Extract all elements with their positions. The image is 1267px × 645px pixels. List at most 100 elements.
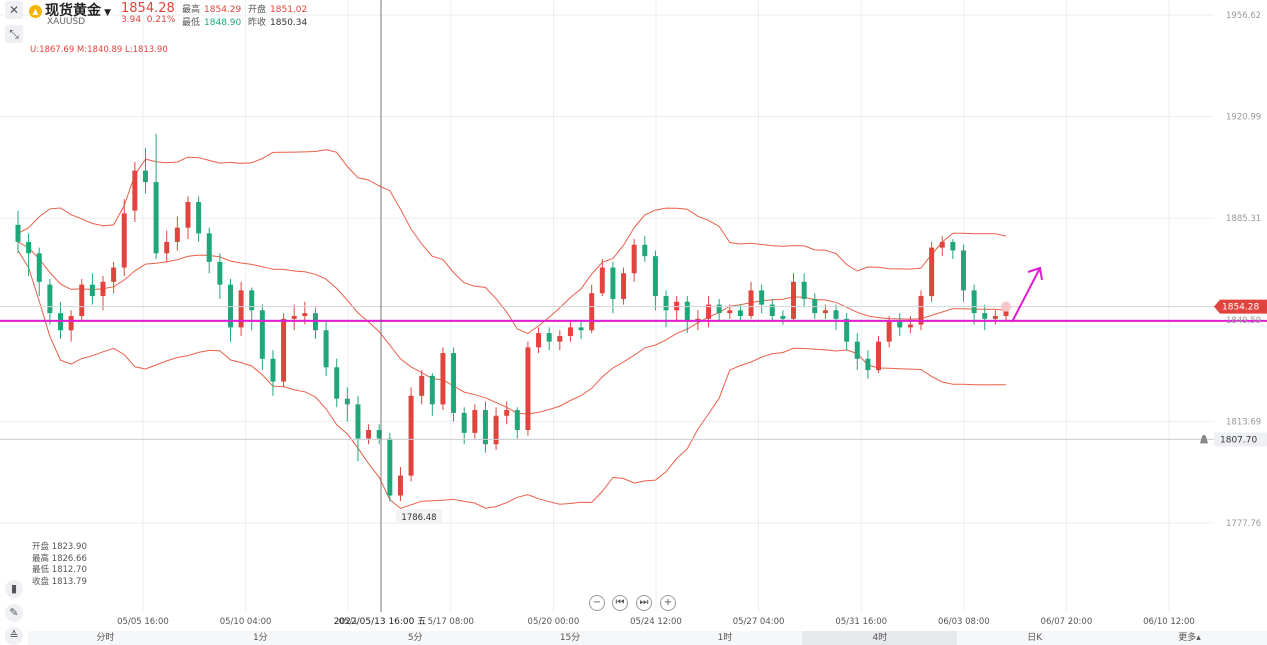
close-icon[interactable]: ✕ — [5, 1, 23, 19]
trend-arrow — [1011, 267, 1041, 323]
candle-body — [302, 313, 308, 317]
candle-body — [206, 233, 212, 262]
tab-more[interactable]: 更多▴ — [1178, 633, 1201, 643]
candle-body — [89, 284, 95, 297]
instrument-title[interactable]: ▲ 现货黄金 ▼ — [29, 0, 111, 20]
candle-body — [366, 430, 372, 439]
chevron-down-icon[interactable]: ▼ — [101, 8, 112, 18]
candle-body — [334, 367, 340, 399]
candle-body — [599, 267, 605, 294]
trend-arrow-head — [1027, 266, 1043, 281]
candle-body — [812, 298, 818, 314]
draw-pen-icon[interactable]: ✎ — [5, 604, 23, 622]
x-tick-label: 5/17 08:00 — [428, 617, 474, 627]
crosshair-open: 开盘 1823.90 — [32, 542, 87, 552]
collapse-icon[interactable]: ⤡ — [5, 25, 23, 43]
price-tag-label: 1854.28 — [1222, 303, 1259, 313]
instrument-header: ✕ ⤡ ▲ 现货黄金 ▼ XAUUSD 1854.28 3.94 0.21% 最高… — [0, 0, 600, 60]
candle-body — [737, 310, 743, 317]
scroll-right-icon[interactable]: ⏭ — [636, 595, 652, 611]
candle-body — [631, 244, 637, 274]
candle-body — [259, 310, 265, 359]
candle-body — [950, 241, 956, 251]
scroll-left-icon[interactable]: ⏮ — [612, 595, 628, 611]
tab-timeframe[interactable]: 分时 — [96, 633, 115, 643]
candle-body — [865, 358, 871, 371]
candle-body — [142, 170, 148, 183]
price-change: 3.94 0.21% — [121, 15, 175, 25]
candle-body — [249, 290, 255, 311]
stat-low: 最低 1848.90 — [182, 18, 242, 28]
candle-body — [153, 182, 159, 254]
candle-body — [992, 316, 998, 319]
candle-body — [376, 430, 382, 439]
candle-body — [482, 410, 488, 445]
candle-body — [791, 281, 797, 319]
tab-timeframe-active[interactable]: 4时 — [802, 631, 958, 645]
candle-body — [174, 227, 180, 242]
y-tick-label: 1777.76 — [1226, 519, 1261, 529]
low-marker-bg — [396, 509, 442, 524]
candle-body — [833, 310, 839, 319]
candle-body — [26, 241, 32, 254]
tab-timeframe[interactable]: 1分 — [252, 633, 268, 643]
candle-body — [971, 290, 977, 314]
band-middle — [17, 241, 1007, 415]
candle-body — [621, 273, 627, 299]
alert-tag-label: 1807.70 — [1220, 435, 1257, 445]
candle-body — [408, 395, 414, 476]
y-tick-label: 1885.31 — [1226, 214, 1261, 224]
candle-body — [355, 404, 361, 439]
candle-body — [36, 253, 42, 282]
tab-timeframe[interactable]: 15分 — [559, 633, 581, 643]
candles — [15, 133, 1009, 502]
low-marker: 1786.48 — [401, 513, 436, 523]
candle-body — [419, 375, 425, 396]
x-tick-label: 05/24 12:00 — [630, 617, 682, 627]
chart-overlay: 2022/05/13 16:00 五 1786.48 1854.28 1807.70 — [0, 0, 1267, 628]
candle-body — [1003, 307, 1009, 317]
candle-body — [451, 353, 457, 413]
indicator-icon[interactable]: ▮ — [5, 580, 23, 598]
candle-body — [525, 347, 531, 431]
candle-body — [15, 224, 21, 242]
candle-body — [132, 170, 138, 211]
x-tick-label: 05/05 16:00 — [117, 617, 169, 627]
candle-body — [684, 301, 690, 322]
candle-body — [344, 398, 350, 405]
price-tag — [1214, 299, 1267, 314]
candle-body — [748, 290, 754, 317]
change-percent: 0.21% — [146, 15, 176, 25]
x-tick-label: 05/20 00:00 — [528, 617, 580, 627]
zoom-out-icon[interactable]: − — [589, 595, 605, 611]
chart-grid — [0, 0, 1214, 612]
candle-body — [79, 284, 85, 317]
price-axis: 1956.62 1920.99 1885.31 1849.59 1813.69 1777.… — [117, 11, 1261, 627]
y-tick-label: 1956.62 — [1226, 11, 1261, 21]
stat-prev-close: 昨收 1850.34 — [248, 18, 308, 28]
candle-body — [801, 281, 807, 299]
candle-body — [546, 333, 552, 342]
tab-timeframe[interactable]: 日K — [1027, 633, 1043, 643]
candle-body — [472, 410, 478, 433]
x-tick-label: 06/03 08:00 — [938, 617, 990, 627]
candle-body — [961, 250, 967, 291]
candle-body — [121, 213, 127, 268]
candle-body — [674, 301, 680, 311]
tab-timeframe[interactable]: 1时 — [717, 633, 733, 643]
candle-body — [929, 247, 935, 297]
drawing-tools-icon[interactable]: ≙ — [5, 627, 23, 645]
x-tick-label: 06/07 20:00 — [1041, 617, 1093, 627]
candle-body — [514, 410, 520, 431]
candle-body — [100, 281, 106, 297]
candle-body — [47, 284, 53, 314]
candle-body — [652, 256, 658, 297]
tab-timeframe[interactable]: 5分 — [407, 633, 423, 643]
candle-body — [780, 316, 786, 319]
zoom-in-icon[interactable]: + — [660, 595, 676, 611]
instrument-name: 现货黄金 — [45, 3, 101, 19]
candle-body — [642, 244, 648, 257]
candle-body — [504, 410, 510, 416]
candle-body — [557, 335, 563, 342]
